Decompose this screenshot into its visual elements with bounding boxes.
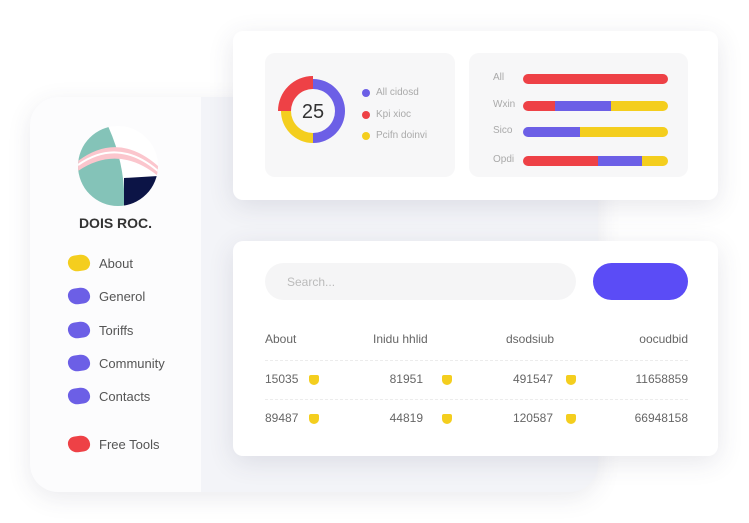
nav-icon <box>66 434 92 454</box>
sidebar: DOIS ROC. About Generol Toriffs Community Co… <box>30 97 201 492</box>
table-cell: 66948158 <box>634 411 688 425</box>
legend-item: Kpi xioc <box>362 109 411 120</box>
table-card: Search... About Inidu hhlid dsodsiub oocudb… <box>233 241 718 456</box>
sidebar-item-community[interactable]: Community <box>66 353 165 373</box>
search-input[interactable]: Search... <box>265 263 576 300</box>
table-cell: 89487 <box>265 411 299 425</box>
shield-icon <box>442 414 452 424</box>
nav-icon <box>66 286 92 306</box>
bar-segment <box>523 156 599 166</box>
bar-segment <box>598 156 642 166</box>
table-cell: 44819 <box>389 411 423 425</box>
bar-segment <box>611 101 668 111</box>
column-header[interactable]: oocudbid <box>639 332 688 346</box>
bar-label: Opdi <box>493 154 515 165</box>
table-cell: 11658859 <box>635 372 689 386</box>
sidebar-item-label: Free Tools <box>99 436 160 452</box>
bar-label: Sico <box>493 125 513 136</box>
sidebar-item-label: Toriffs <box>99 322 134 338</box>
bar-label: All <box>493 72 505 83</box>
sidebar-item-label: Generol <box>99 288 146 304</box>
legend-item: All cidosd <box>362 87 419 98</box>
stats-card: 25 All cidosd Kpi xioc Pcifn doinvi All W… <box>233 31 718 200</box>
bar-segment <box>554 101 612 111</box>
logo-icon <box>78 126 158 206</box>
donut-chart: 25 <box>278 76 345 143</box>
stacked-bar <box>523 101 668 111</box>
sidebar-item-label: Contacts <box>99 388 151 404</box>
bar-label: Wxin <box>493 99 516 110</box>
search-button[interactable] <box>593 263 688 300</box>
table-cell: 15035 <box>265 372 299 386</box>
bar-segment <box>579 127 668 137</box>
shield-icon <box>566 375 576 385</box>
donut-segment-red <box>278 76 313 111</box>
shield-icon <box>309 375 319 385</box>
stacked-bar <box>523 156 668 166</box>
sidebar-item-contacts[interactable]: Contacts <box>66 386 151 406</box>
nav-icon <box>66 353 92 373</box>
bars-panel: All Wxin Sico Opdi <box>469 53 688 177</box>
column-header[interactable]: dsodsiub <box>506 332 555 346</box>
nav-icon <box>66 320 92 340</box>
donut-segment-yellow <box>281 111 313 143</box>
nav-icon <box>66 253 92 273</box>
sidebar-item-toriffs[interactable]: Toriffs <box>66 320 134 340</box>
divider <box>265 399 688 400</box>
nav-icon <box>66 386 92 406</box>
sidebar-item-label: Community <box>99 355 165 371</box>
divider <box>265 360 688 361</box>
table-cell: 120587 <box>512 411 553 425</box>
donut-segment-blue <box>313 79 345 143</box>
bar-segment <box>641 156 668 166</box>
sidebar-item-free-tools[interactable]: Free Tools <box>66 434 160 454</box>
bar-segment <box>523 127 580 137</box>
bar-segment <box>523 74 668 84</box>
stacked-bar <box>523 74 668 84</box>
legend-item: Pcifn doinvi <box>362 130 427 141</box>
column-header[interactable]: About <box>265 332 297 346</box>
shield-icon <box>442 375 452 385</box>
table-cell: 81951 <box>389 372 423 386</box>
shield-icon <box>566 414 576 424</box>
bar-segment <box>523 101 555 111</box>
donut-panel: 25 All cidosd Kpi xioc Pcifn doinvi <box>265 53 455 177</box>
donut-value: 25 <box>302 101 324 123</box>
stacked-bar <box>523 127 668 137</box>
brand-name: DOIS ROC. <box>78 215 153 231</box>
column-header[interactable]: Inidu hhlid <box>373 332 428 346</box>
table-cell: 491547 <box>512 372 553 386</box>
shield-icon <box>309 414 319 424</box>
sidebar-item-generol[interactable]: Generol <box>66 286 146 306</box>
sidebar-item-about[interactable]: About <box>66 253 133 273</box>
sidebar-item-label: About <box>99 255 133 271</box>
